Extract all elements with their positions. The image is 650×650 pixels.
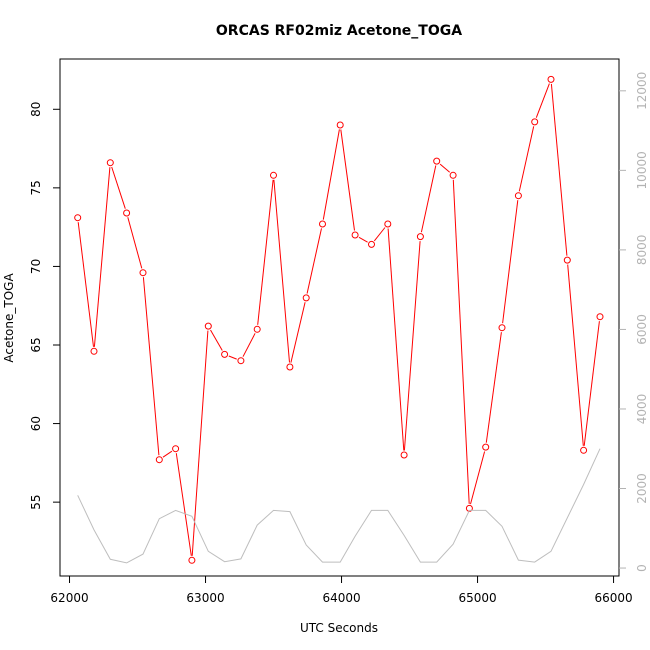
series-segment: [420, 165, 437, 233]
series-segment: [550, 83, 568, 256]
data-point: [336, 121, 344, 129]
series-segment: [210, 329, 223, 351]
data-point: [368, 240, 375, 248]
data-point: [139, 269, 147, 277]
series-segment: [439, 163, 451, 173]
data-point: [155, 456, 163, 464]
data-point: [449, 171, 457, 179]
x-tick-label: 63000: [186, 591, 224, 605]
series-segment: [142, 277, 160, 456]
data-point: [531, 118, 539, 126]
series-segment: [518, 126, 535, 192]
series-segment: [485, 332, 502, 443]
series-segment: [502, 200, 519, 324]
y-tick-label: 75: [29, 180, 43, 195]
data-point: [237, 357, 245, 365]
data-point: [123, 209, 131, 217]
data-point: [384, 220, 392, 228]
series-segment: [340, 129, 355, 231]
y2-tick-label: 6000: [635, 314, 649, 345]
y2-tick-label: 10000: [635, 151, 649, 189]
y-tick-label: 55: [29, 495, 43, 510]
data-point: [172, 445, 180, 453]
data-point: [482, 443, 490, 451]
series-line: [77, 448, 601, 564]
y2-tick-label: 2000: [635, 473, 649, 504]
y-tick-label: 70: [29, 259, 43, 274]
data-point: [547, 75, 555, 83]
series-segment: [373, 227, 386, 242]
series-segment: [387, 228, 405, 451]
series-segment: [358, 236, 368, 243]
series-segment: [175, 453, 192, 556]
x-tick-label: 64000: [322, 591, 360, 605]
data-point: [253, 325, 261, 333]
plot-border: [59, 58, 620, 577]
series-segment: [93, 167, 111, 347]
data-point: [498, 324, 506, 332]
data-point: [74, 214, 82, 222]
y2-tick-label: 0: [635, 564, 649, 572]
series-segment: [111, 166, 126, 209]
series-segment: [403, 241, 421, 451]
data-point: [302, 294, 310, 302]
series-segment: [290, 302, 306, 363]
series-segment: [191, 330, 209, 556]
data-point: [416, 233, 424, 241]
data-point: [400, 451, 408, 459]
x-tick-label: 65000: [458, 591, 496, 605]
series-segment: [322, 129, 340, 220]
y-tick-label: 65: [29, 337, 43, 352]
data-point: [106, 159, 114, 167]
series-segment: [77, 222, 94, 347]
data-point: [596, 313, 604, 321]
x-tick-label: 66000: [594, 591, 632, 605]
series-segment: [306, 228, 322, 294]
data-point: [270, 171, 277, 179]
x-tick-label: 62000: [50, 591, 88, 605]
series-segment: [162, 450, 173, 458]
series-segment: [452, 179, 470, 504]
x-axis-label: UTC Seconds: [300, 621, 378, 635]
series-segment: [242, 333, 256, 357]
data-point: [514, 192, 522, 200]
series-segment: [535, 83, 550, 118]
series-segment: [583, 321, 600, 446]
y2-tick-label: 4000: [635, 394, 649, 425]
y2-tick-label: 8000: [635, 235, 649, 266]
y2-tick-label: 12000: [635, 72, 649, 110]
data-point: [286, 363, 294, 371]
series-segment: [273, 179, 290, 363]
data-point: [580, 446, 588, 454]
data-point: [204, 322, 212, 330]
series-segment: [257, 179, 274, 325]
data-point: [221, 350, 229, 358]
series-segment: [567, 264, 584, 446]
data-point: [90, 347, 98, 355]
y-tick-label: 80: [29, 102, 43, 117]
plot-area: [74, 75, 604, 564]
chart-title: ORCAS RF02miz Acetone_TOGA: [216, 23, 462, 39]
data-point: [351, 231, 359, 239]
y-tick-label: 60: [29, 416, 43, 431]
y-axis-label: Acetone_TOGA: [2, 273, 16, 363]
data-point: [188, 556, 196, 564]
series-segment: [470, 451, 486, 505]
series-segment: [228, 355, 237, 360]
data-point: [563, 256, 571, 264]
data-point: [433, 157, 441, 165]
data-point: [319, 220, 326, 228]
series-segment: [127, 217, 143, 269]
